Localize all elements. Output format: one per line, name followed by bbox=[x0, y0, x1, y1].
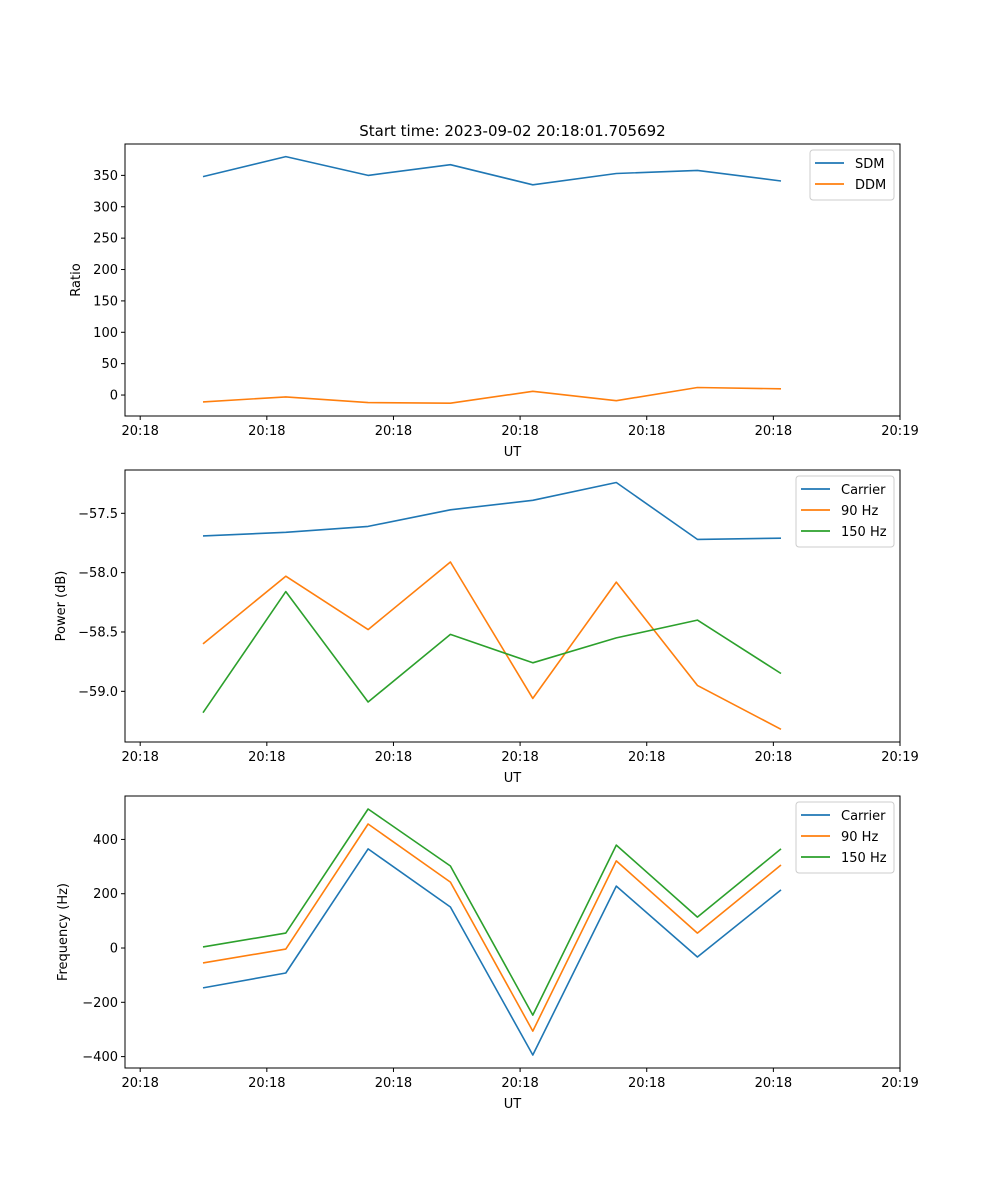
y-axis-label: Frequency (Hz) bbox=[56, 883, 71, 981]
subplot-2: 20:18 20:18 20:18 20:18 20:18 20:18 20:19 −57.5… bbox=[54, 469, 919, 786]
x-tick-label: 20:18 bbox=[628, 1076, 665, 1091]
y-tick-label: 50 bbox=[101, 357, 118, 372]
y-tick-label: 0 bbox=[110, 389, 118, 404]
series-line-150-hz bbox=[202, 808, 782, 1016]
legend-label: DDM bbox=[855, 178, 886, 193]
legend: SDM DDM bbox=[809, 149, 895, 201]
series-line-ddm bbox=[202, 386, 782, 405]
axes-frame bbox=[124, 795, 901, 1069]
y-tick-label: −58.5 bbox=[78, 625, 118, 640]
y-tick-label: 250 bbox=[93, 232, 118, 247]
x-tick-label: 20:18 bbox=[248, 1076, 285, 1091]
x-tick-label: 20:19 bbox=[881, 424, 918, 439]
legend-box bbox=[795, 475, 895, 548]
x-tick-label: 20:18 bbox=[248, 424, 285, 439]
subplot-1: 20:18 20:18 20:18 20:18 20:18 20:18 20:19 0 50 10… bbox=[69, 143, 919, 460]
legend-label: SDM bbox=[855, 157, 884, 172]
x-tick-label: 20:18 bbox=[755, 1076, 792, 1091]
y-tick-label: −57.5 bbox=[78, 507, 118, 522]
x-tick-label: 20:18 bbox=[248, 750, 285, 765]
legend-label: Carrier bbox=[841, 483, 886, 498]
x-tick-label: 20:18 bbox=[121, 1076, 158, 1091]
x-tick-label: 20:18 bbox=[755, 424, 792, 439]
legend: Carrier 90 Hz 150 Hz bbox=[795, 801, 895, 874]
legend-box bbox=[795, 801, 895, 874]
legend-label: 150 Hz bbox=[841, 525, 887, 540]
series-line-carrier bbox=[202, 848, 782, 1056]
series-line-90-hz bbox=[202, 823, 782, 1032]
y-tick-label: −400 bbox=[82, 1050, 118, 1065]
series-line-90-hz bbox=[202, 561, 782, 731]
x-tick-label: 20:18 bbox=[628, 424, 665, 439]
x-axis-label: UT bbox=[504, 445, 522, 460]
axes-frame bbox=[124, 469, 901, 743]
x-tick-label: 20:19 bbox=[881, 1076, 918, 1091]
x-tick-label: 20:18 bbox=[375, 750, 412, 765]
series-line-150-hz bbox=[202, 590, 782, 714]
series-line-sdm bbox=[202, 155, 782, 186]
y-tick-label: 200 bbox=[93, 263, 118, 278]
x-tick-label: 20:18 bbox=[121, 424, 158, 439]
x-tick-label: 20:18 bbox=[121, 750, 158, 765]
x-axis-label: UT bbox=[504, 771, 522, 786]
legend-label: Carrier bbox=[841, 809, 886, 824]
y-tick-label: 150 bbox=[93, 294, 118, 309]
x-axis-label: UT bbox=[504, 1097, 522, 1112]
chart-title: Start time: 2023-09-02 20:18:01.705692 bbox=[359, 122, 665, 140]
x-tick-label: 20:18 bbox=[501, 424, 538, 439]
x-tick-label: 20:19 bbox=[881, 750, 918, 765]
y-tick-label: 350 bbox=[93, 169, 118, 184]
x-tick-label: 20:18 bbox=[375, 1076, 412, 1091]
y-tick-label: −200 bbox=[82, 996, 118, 1011]
x-tick-label: 20:18 bbox=[501, 750, 538, 765]
x-tick-label: 20:18 bbox=[755, 750, 792, 765]
y-tick-label: 0 bbox=[110, 942, 118, 957]
y-tick-label: 400 bbox=[93, 833, 118, 848]
x-tick-label: 20:18 bbox=[375, 424, 412, 439]
y-tick-label: −58.0 bbox=[78, 566, 118, 581]
axes-frame bbox=[124, 143, 901, 417]
legend-label: 90 Hz bbox=[841, 504, 878, 519]
y-tick-label: −59.0 bbox=[78, 685, 118, 700]
series-line-carrier bbox=[202, 481, 782, 541]
subplot-3: 20:18 20:18 20:18 20:18 20:18 20:18 20:19 400 20… bbox=[56, 795, 919, 1112]
y-axis-label: Ratio bbox=[69, 263, 84, 296]
y-tick-label: 200 bbox=[93, 887, 118, 902]
x-tick-label: 20:18 bbox=[501, 1076, 538, 1091]
y-tick-label: 100 bbox=[93, 326, 118, 341]
y-tick-label: 300 bbox=[93, 200, 118, 215]
legend-label: 90 Hz bbox=[841, 830, 878, 845]
legend: Carrier 90 Hz 150 Hz bbox=[795, 475, 895, 548]
x-tick-label: 20:18 bbox=[628, 750, 665, 765]
y-axis-label: Power (dB) bbox=[54, 571, 69, 642]
legend-label: 150 Hz bbox=[841, 851, 887, 866]
